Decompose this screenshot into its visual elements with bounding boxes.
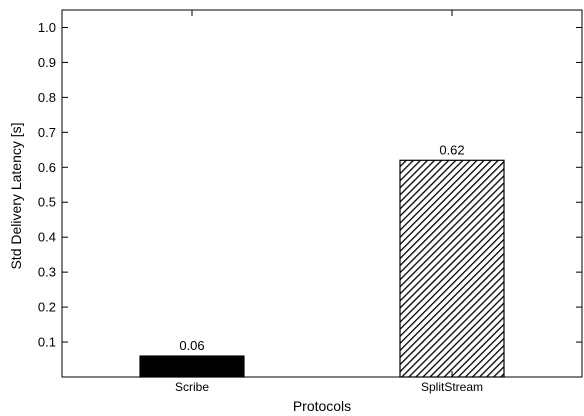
y-tick-label: 1.0	[38, 20, 56, 35]
y-tick-label: 0.8	[38, 90, 56, 105]
y-tick-label: 0.1	[38, 335, 56, 350]
data-label: 0.62	[439, 142, 464, 157]
bar-splitstream	[399, 159, 505, 378]
y-axis-title: Std Delivery Latency [s]	[8, 122, 24, 269]
y-tick-label: 0.5	[38, 195, 56, 210]
y-tick-label: 0.2	[38, 300, 56, 315]
x-axis-title: Protocols	[293, 398, 351, 414]
x-tick-label: Scribe	[175, 380, 209, 394]
plot-frame	[61, 9, 583, 378]
y-tick-label: 0.4	[38, 230, 56, 245]
y-tick-label: 0.7	[38, 125, 56, 140]
data-label: 0.06	[179, 338, 204, 353]
y-tick-label: 0.6	[38, 160, 56, 175]
y-tick-label: 0.3	[38, 265, 56, 280]
y-tick-label: 0.9	[38, 55, 56, 70]
x-tick-label: SplitStream	[421, 380, 483, 394]
